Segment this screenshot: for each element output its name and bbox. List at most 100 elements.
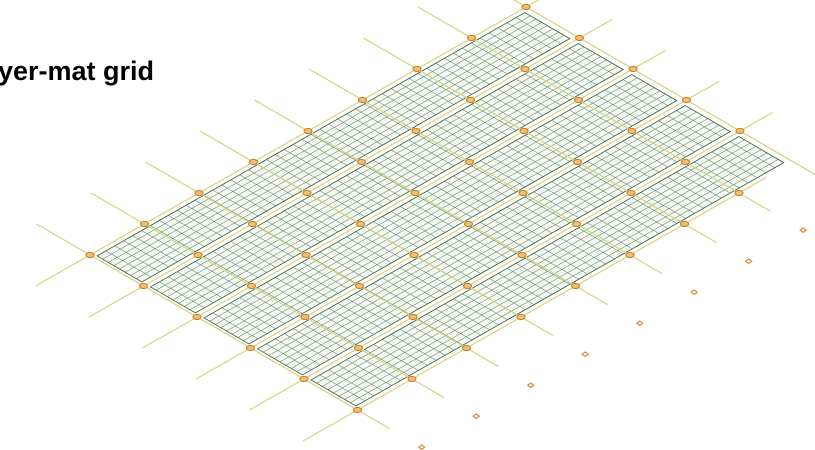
mat-line [364, 165, 410, 192]
mat-line [275, 338, 321, 366]
node [573, 158, 582, 166]
mat-line [399, 206, 446, 233]
mat-line [685, 166, 731, 194]
mat-line [560, 237, 606, 265]
mat-line [266, 343, 312, 371]
node [246, 344, 255, 352]
mat-line [373, 344, 419, 371]
mat-line [426, 252, 472, 279]
mat-line [676, 110, 722, 137]
mat-line [346, 175, 392, 202]
mat-line [408, 139, 455, 167]
mat-line [498, 150, 544, 177]
node [139, 282, 148, 290]
mat-line [622, 202, 669, 229]
mat-line [275, 277, 321, 304]
mat-line [417, 73, 463, 100]
mat-line [667, 115, 713, 142]
mat-line [480, 37, 526, 65]
mat-line [391, 88, 437, 115]
node [734, 189, 744, 197]
mat-line [489, 216, 535, 244]
mat-line [533, 68, 579, 96]
anchor [635, 320, 644, 327]
mat-line [364, 349, 410, 376]
mat-line [364, 287, 410, 315]
mat-line [453, 175, 499, 203]
mat-line [382, 154, 428, 182]
mat-line [355, 170, 401, 197]
mat-line [248, 230, 294, 258]
title: yer-mat grid [0, 56, 154, 86]
mat-line [212, 312, 258, 340]
mat-line [658, 181, 704, 209]
mat-line [417, 196, 463, 223]
mat-line [177, 210, 223, 237]
node [355, 282, 364, 290]
anchor [690, 289, 699, 296]
mat-line [284, 272, 330, 299]
mat-line [319, 190, 365, 217]
mat-line [159, 281, 205, 309]
mat-line [337, 118, 383, 146]
node [140, 220, 149, 228]
mat-line [596, 217, 642, 244]
mat-line [408, 323, 455, 351]
node [462, 344, 471, 352]
mat-line [533, 130, 579, 157]
node [572, 220, 581, 228]
mat-line [694, 161, 740, 189]
mat-line [613, 84, 660, 111]
mat-line [355, 292, 401, 320]
mat-line [186, 205, 232, 232]
mat-line [168, 276, 214, 304]
mat-line [631, 135, 677, 163]
mat-line [310, 318, 357, 345]
mat-line [453, 298, 499, 326]
mat-line [471, 104, 517, 131]
mat-line [533, 252, 579, 280]
mat-line [399, 267, 446, 295]
node [358, 96, 367, 104]
node [407, 375, 417, 383]
mat-line [515, 78, 562, 106]
mat-line [239, 297, 285, 324]
anchor [472, 413, 481, 420]
mat-line [622, 140, 669, 168]
beam [199, 130, 554, 337]
mat-line [221, 307, 267, 335]
mat-line [462, 232, 508, 259]
mat-line [177, 271, 223, 298]
mat-line [506, 22, 553, 49]
beam [308, 68, 663, 275]
mat-line [284, 210, 330, 238]
mat-line [212, 189, 258, 217]
mat-line [293, 328, 339, 355]
mat-line [168, 215, 214, 242]
mat-line [489, 155, 535, 182]
node [192, 313, 202, 321]
mat-line [551, 181, 597, 208]
mat-line [444, 119, 490, 146]
mat-line [186, 266, 232, 293]
mat-line [337, 303, 383, 330]
mat-line [221, 184, 267, 212]
mat-line [239, 236, 285, 263]
mat-line [569, 232, 615, 260]
mat-line [310, 256, 357, 284]
node [680, 220, 689, 228]
mat-line [435, 185, 481, 213]
mat-line [471, 227, 517, 254]
mat-line [203, 194, 250, 222]
mat-line [408, 78, 455, 105]
mat-line [435, 247, 481, 274]
mat-line [578, 166, 624, 193]
mat-line [275, 154, 321, 181]
node [625, 251, 635, 259]
node [300, 313, 310, 321]
mat-line [284, 333, 330, 360]
node [247, 282, 256, 290]
mat-line [391, 272, 437, 300]
mat-line [391, 149, 437, 177]
mat-line [257, 225, 303, 253]
